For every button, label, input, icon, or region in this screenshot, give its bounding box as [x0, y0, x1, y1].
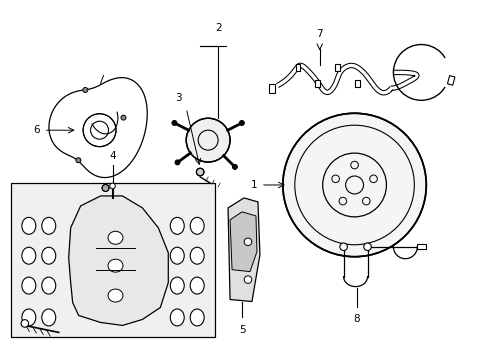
Circle shape	[232, 165, 237, 170]
Circle shape	[109, 183, 115, 189]
Text: 4: 4	[109, 151, 116, 161]
Polygon shape	[68, 196, 168, 325]
Text: 2: 2	[214, 23, 221, 32]
Ellipse shape	[170, 247, 184, 264]
Text: 1: 1	[250, 180, 256, 190]
Ellipse shape	[22, 309, 36, 326]
Wedge shape	[436, 58, 450, 87]
Circle shape	[76, 158, 81, 163]
Circle shape	[244, 238, 251, 246]
Ellipse shape	[108, 259, 122, 272]
Circle shape	[244, 276, 251, 283]
Circle shape	[82, 87, 88, 93]
Circle shape	[83, 114, 116, 147]
Circle shape	[186, 118, 229, 162]
Ellipse shape	[108, 289, 122, 302]
Ellipse shape	[190, 217, 203, 234]
Circle shape	[102, 184, 109, 192]
Text: 7: 7	[316, 28, 323, 39]
Polygon shape	[295, 64, 300, 71]
Ellipse shape	[190, 309, 203, 326]
Bar	[11, 183, 215, 337]
Polygon shape	[49, 78, 147, 177]
Ellipse shape	[190, 277, 203, 294]
Polygon shape	[229, 212, 256, 272]
Ellipse shape	[170, 277, 184, 294]
Polygon shape	[315, 80, 319, 87]
Ellipse shape	[22, 217, 36, 234]
Circle shape	[172, 121, 177, 125]
Circle shape	[196, 168, 203, 176]
Ellipse shape	[41, 309, 56, 326]
Polygon shape	[447, 76, 454, 85]
Polygon shape	[355, 80, 359, 87]
Ellipse shape	[41, 277, 56, 294]
Ellipse shape	[108, 231, 122, 244]
Circle shape	[363, 243, 370, 251]
Ellipse shape	[41, 247, 56, 264]
Ellipse shape	[22, 247, 36, 264]
Ellipse shape	[170, 217, 184, 234]
Polygon shape	[416, 244, 425, 249]
Text: 5: 5	[238, 325, 245, 336]
Text: 8: 8	[352, 315, 359, 324]
Polygon shape	[268, 84, 274, 93]
Circle shape	[339, 243, 346, 251]
Ellipse shape	[22, 277, 36, 294]
Ellipse shape	[190, 247, 203, 264]
Circle shape	[21, 320, 29, 327]
Polygon shape	[335, 64, 339, 71]
Ellipse shape	[41, 217, 56, 234]
Ellipse shape	[170, 309, 184, 326]
Circle shape	[121, 115, 126, 120]
Circle shape	[175, 160, 180, 165]
Circle shape	[239, 121, 244, 125]
Text: 6: 6	[33, 125, 40, 135]
Polygon shape	[227, 198, 260, 302]
Text: 3: 3	[175, 93, 181, 103]
Circle shape	[282, 113, 426, 257]
